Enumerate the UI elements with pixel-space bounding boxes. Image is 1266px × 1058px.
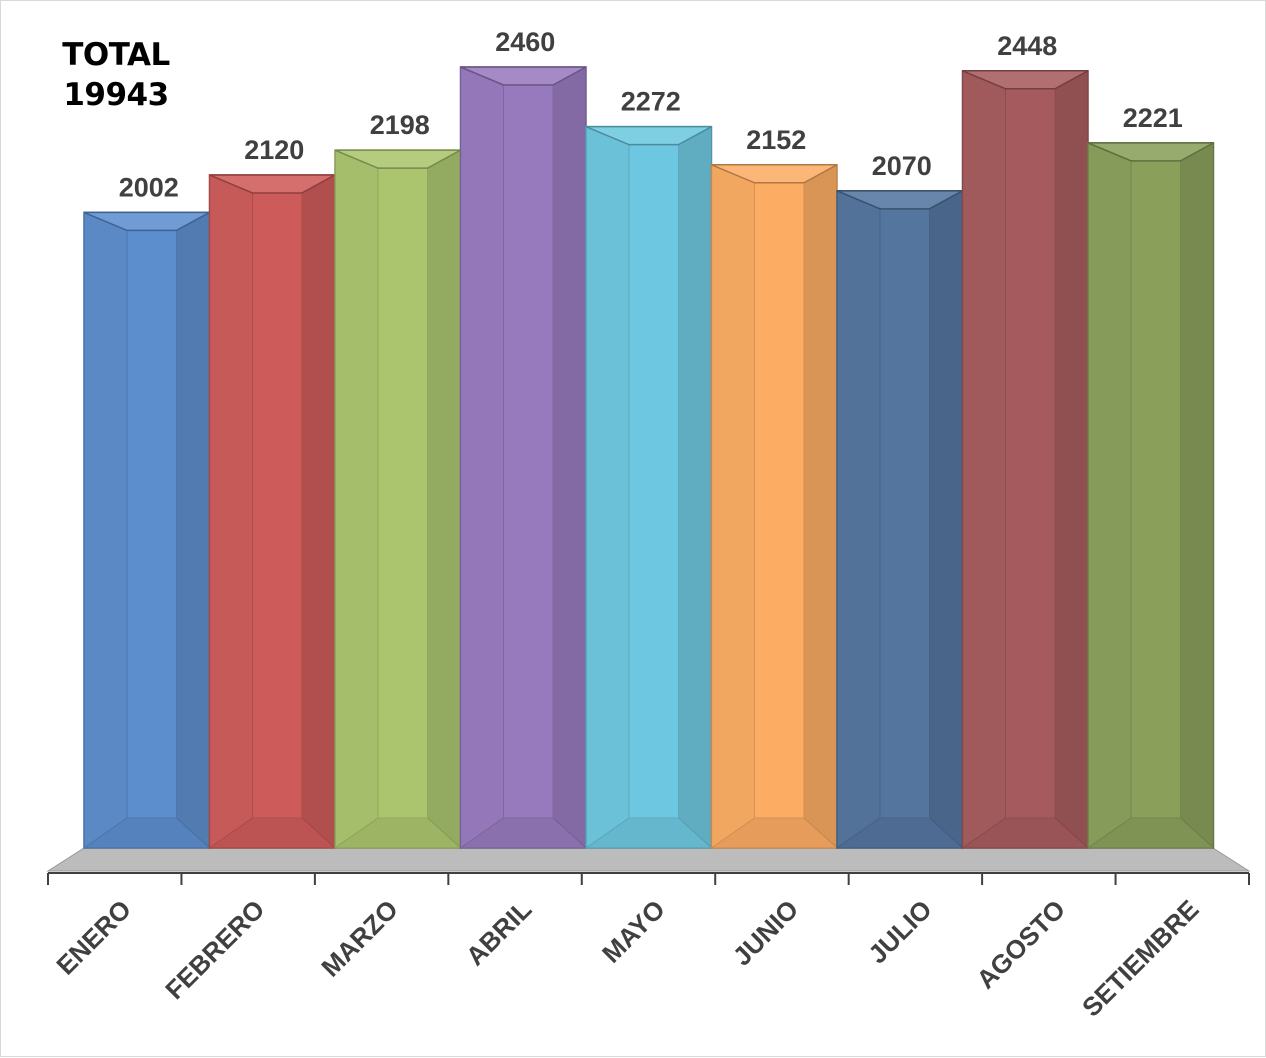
bar-inner-floor bbox=[84, 818, 210, 848]
bar-back-face bbox=[754, 182, 805, 819]
data-label: 2272 bbox=[621, 87, 681, 117]
bar-abril bbox=[459, 66, 587, 850]
bar-inner-floor bbox=[711, 818, 837, 848]
bar-right-wall bbox=[678, 125, 712, 850]
bar-inner-floor bbox=[1088, 818, 1214, 848]
bar-top-rim bbox=[460, 66, 587, 86]
bar-top-rim bbox=[962, 70, 1089, 90]
bar-top-rim bbox=[836, 190, 963, 210]
x-tick-label: JULIO bbox=[862, 894, 937, 969]
bar-julio bbox=[836, 189, 964, 850]
data-label: 2198 bbox=[370, 110, 430, 140]
bar-top-rim bbox=[711, 164, 838, 184]
total-label: TOTAL 19943 bbox=[41, 35, 191, 115]
x-tick-label: AGOSTO bbox=[971, 894, 1072, 995]
bar-back-face bbox=[879, 208, 930, 819]
x-tick-label: FEBRERO bbox=[159, 894, 270, 1005]
bar-enero bbox=[83, 211, 211, 850]
chart-floor bbox=[46, 847, 1251, 872]
data-label: 2120 bbox=[244, 135, 304, 165]
x-tick-label: ABRIL bbox=[460, 894, 537, 971]
bar-back-face bbox=[377, 167, 428, 819]
bar-mayo bbox=[585, 125, 713, 850]
x-tick-label: MARZO bbox=[315, 894, 404, 983]
bar-left-wall bbox=[334, 149, 379, 849]
bar-left-wall bbox=[460, 66, 504, 849]
data-label: 2448 bbox=[997, 31, 1057, 61]
bar-inner-floor bbox=[586, 818, 712, 848]
total-value: 19943 bbox=[63, 77, 169, 113]
bar-back-face bbox=[126, 229, 177, 819]
bar-top-rim bbox=[83, 211, 210, 232]
bar-junio bbox=[710, 163, 838, 850]
bar-setiembre bbox=[1087, 142, 1215, 850]
bar-left-wall bbox=[711, 164, 755, 849]
bar-inner-floor bbox=[335, 818, 461, 848]
bar-left-wall bbox=[836, 190, 881, 849]
bar-right-wall bbox=[803, 163, 838, 850]
data-label: 2002 bbox=[119, 172, 179, 202]
bar-top-rim bbox=[334, 149, 461, 169]
bar-back-face bbox=[628, 144, 679, 819]
x-tick-label: ENERO bbox=[50, 894, 137, 981]
bar-right-wall bbox=[1180, 142, 1214, 850]
x-tick-label: JUNIO bbox=[727, 894, 804, 971]
bar-left-wall bbox=[1087, 142, 1132, 849]
data-label: 2460 bbox=[495, 27, 555, 57]
total-title: TOTAL bbox=[62, 37, 170, 73]
bar-top-rim bbox=[585, 125, 712, 146]
bar-right-wall bbox=[552, 66, 587, 850]
data-label: 2070 bbox=[872, 151, 932, 181]
data-label: 2221 bbox=[1123, 103, 1183, 133]
bar-back-face bbox=[1005, 88, 1056, 819]
bar-right-wall bbox=[301, 174, 336, 850]
bar-back-face bbox=[1130, 160, 1181, 819]
bar-left-wall bbox=[209, 174, 253, 849]
bar-left-wall bbox=[962, 70, 1006, 849]
x-tick-label: MAYO bbox=[596, 894, 671, 969]
bar-right-wall bbox=[427, 149, 461, 850]
bar-right-wall bbox=[176, 211, 210, 850]
bar-right-wall bbox=[929, 189, 963, 850]
x-tick-label: SETIEMBRE bbox=[1076, 894, 1204, 1022]
bar-inner-floor bbox=[460, 818, 586, 848]
bar-back-face bbox=[503, 84, 554, 819]
bar-back-face bbox=[252, 192, 303, 819]
bar-agosto bbox=[961, 69, 1089, 850]
bar-inner-floor bbox=[962, 818, 1088, 848]
bar-inner-floor bbox=[209, 818, 335, 848]
bar-right-wall bbox=[1054, 69, 1089, 850]
bar-left-wall bbox=[585, 125, 630, 849]
data-label: 2152 bbox=[746, 125, 806, 155]
bar-inner-floor bbox=[837, 818, 963, 848]
value-labels-layer: 2002 2120 2198 2460 2272 2152 2070 2448 2221 bbox=[119, 27, 1183, 202]
bar-top-rim bbox=[1087, 142, 1214, 162]
bar-left-wall bbox=[83, 211, 128, 849]
bar-marzo bbox=[334, 149, 462, 850]
bar-top-rim bbox=[209, 174, 336, 194]
bar-febrero bbox=[208, 174, 336, 850]
bars-layer bbox=[83, 66, 1215, 850]
